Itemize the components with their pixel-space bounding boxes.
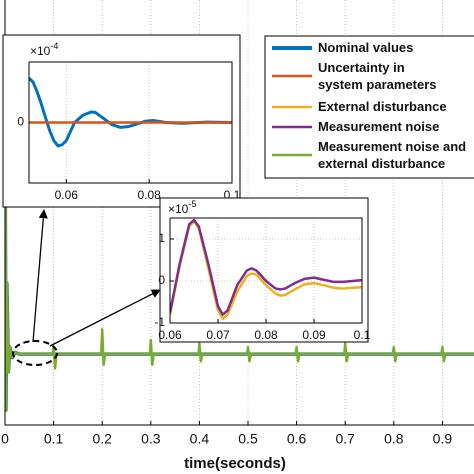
- y-tick-label: 0: [17, 115, 24, 129]
- legend-label: Measurement noise and external disturban…: [318, 139, 467, 171]
- series-line: [29, 77, 232, 148]
- y-multiplier-exponent: -4: [50, 41, 58, 51]
- x-tick-label: 0.08: [254, 328, 278, 342]
- legend-entry: External disturbance: [318, 99, 447, 114]
- x-tick-label: 0.6: [287, 431, 307, 447]
- x-tick-label: 0.5: [238, 431, 258, 447]
- y-tick-label: -1: [154, 315, 165, 329]
- y-tick-label: 0: [158, 273, 165, 287]
- legend-entry: Measurement noise: [318, 119, 440, 134]
- series-line: [5, 88, 474, 413]
- series-line: [170, 218, 362, 316]
- x-tick-label: 0.08: [137, 188, 161, 202]
- zoom-arrow: [32, 209, 48, 343]
- y-tick-label: 1: [158, 231, 165, 245]
- zoom-marker: [12, 340, 58, 366]
- legend-label: Nominal values: [318, 40, 414, 55]
- x-tick-label: 0.8: [384, 431, 404, 447]
- x-tick-label: 0.9: [433, 431, 453, 447]
- x-tick-label: 0.09: [302, 328, 326, 342]
- x-axis-label: time(seconds): [184, 455, 286, 472]
- legend-label: Uncertainty in system parameters: [318, 60, 437, 92]
- x-tick-label: 0.06: [55, 188, 79, 202]
- x-tick-label: 0.07: [206, 328, 230, 342]
- legend-entry: Uncertainty in system parameters: [318, 60, 437, 92]
- legend-entry: Nominal values: [318, 40, 414, 55]
- x-tick-label: 0: [1, 431, 9, 447]
- legend-label: Measurement noise: [318, 119, 440, 134]
- zoom-arrow: [49, 289, 161, 347]
- legend-entry: Measurement noise and external disturban…: [318, 139, 467, 171]
- x-tick-label: 0.7: [335, 431, 355, 447]
- y-multiplier-exponent: -5: [188, 199, 196, 209]
- x-tick-label: 0.1: [354, 328, 371, 342]
- legend-label: External disturbance: [318, 99, 447, 114]
- x-tick-label: 0.3: [141, 431, 161, 447]
- axes: [169, 217, 363, 324]
- x-tick-label: 0.06: [158, 328, 182, 342]
- axes: [28, 61, 233, 184]
- x-tick-label: 0.4: [190, 431, 210, 447]
- x-tick-label: 0.2: [92, 431, 112, 447]
- x-tick-label: 0.1: [44, 431, 64, 447]
